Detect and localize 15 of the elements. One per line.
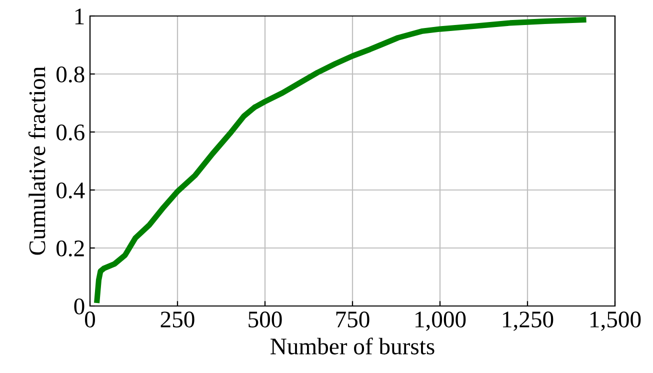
x-tick-label: 1,250 (503, 312, 554, 331)
x-tick-label: 0 (84, 312, 96, 328)
y-tick-label: 0 (74, 298, 84, 314)
x-axis-title: Number of bursts (270, 338, 434, 354)
x-tick-label: 250 (160, 312, 194, 328)
y-tick-label: 0.4 (56, 182, 85, 199)
y-tick-label: 1 (75, 8, 84, 24)
y-axis-title: Cumulative fraction (28, 66, 46, 255)
y-tick-label: 0.2 (56, 240, 84, 257)
y-tick-label: 0.6 (56, 124, 84, 141)
y-tick-label: 0.8 (56, 66, 84, 83)
x-tick-label: 750 (336, 312, 370, 328)
x-tick-label: 1,000 (416, 312, 466, 331)
x-tick-label: 500 (248, 312, 282, 328)
x-tick-label: 1,500 (590, 312, 641, 331)
